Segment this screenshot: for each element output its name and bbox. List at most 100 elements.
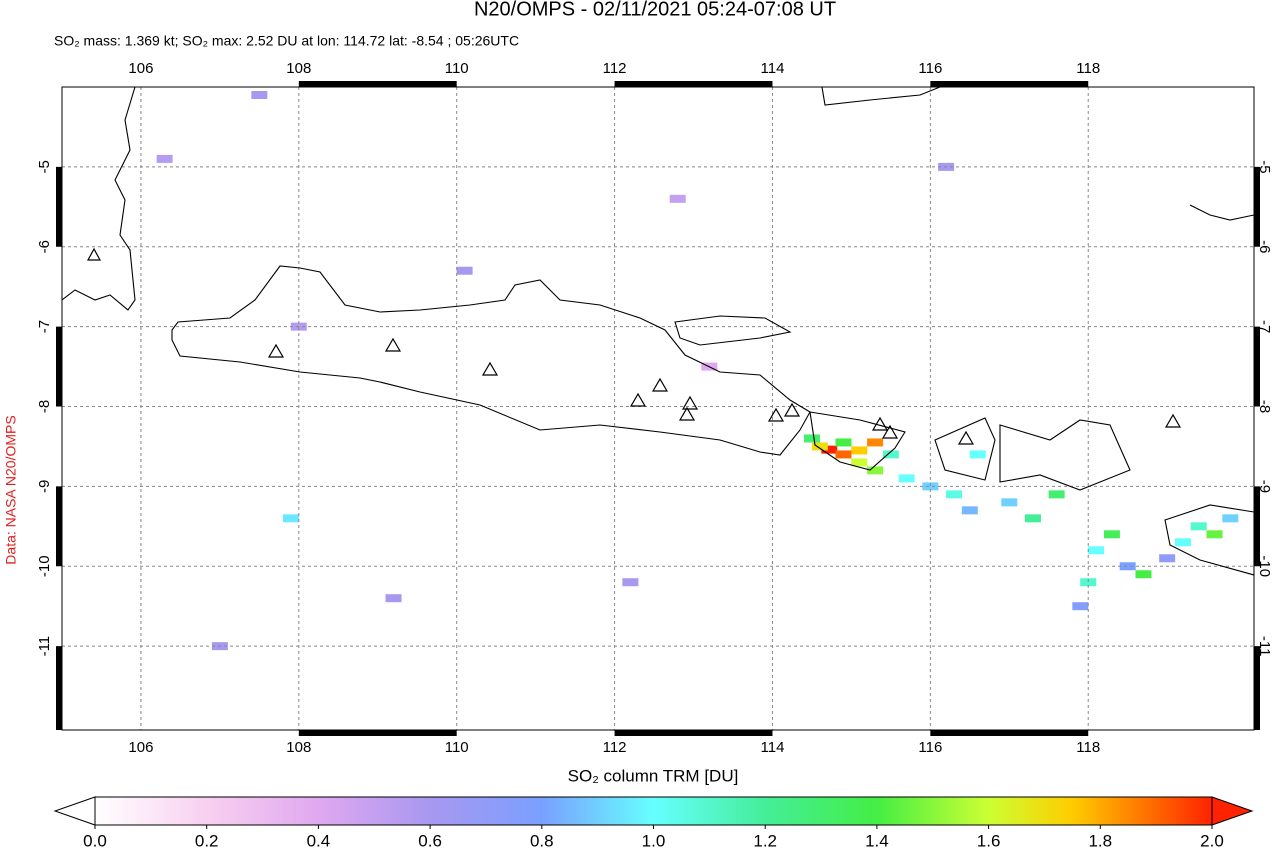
lon-tick-label-bottom: 108 [286, 739, 311, 756]
lat-tick-label-right: -9 [1256, 480, 1272, 493]
lon-tick-label-top: 118 [1076, 60, 1100, 77]
subtitle: SO₂ mass: 1.369 kt; SO₂ max: 2.52 DU at … [54, 33, 519, 49]
colorbar-tick-label: 0.8 [530, 831, 554, 850]
frame-band-right [1254, 486, 1260, 567]
bali-coast [809, 411, 906, 471]
frame-band-left [56, 166, 62, 247]
frame-band-bottom [298, 730, 457, 736]
frame-band-right [1254, 326, 1260, 407]
colorbar-tick-label: 0.0 [83, 831, 107, 850]
lon-tick-label-bottom: 112 [603, 739, 627, 756]
frame-band-right [1254, 166, 1260, 247]
map-background [62, 87, 1254, 730]
madura-coast [674, 315, 792, 346]
lat-tick-label-left: -9 [36, 480, 53, 493]
so2-pixel [669, 194, 686, 203]
lon-tick-label-top: 110 [445, 60, 469, 77]
lon-tick-label-bottom: 114 [761, 739, 785, 756]
colorbar-over [1211, 796, 1254, 826]
lat-tick-label-left: -11 [36, 636, 53, 657]
so2-pixel [969, 450, 986, 459]
borneo-coast [821, 87, 941, 106]
colorbar-tick-label: 1.0 [642, 831, 666, 850]
so2-pixel [385, 594, 402, 603]
so2-pixel [282, 514, 299, 523]
frame-band-left [56, 486, 62, 567]
lon-tick-label-top: 108 [286, 60, 311, 77]
so2-pixel [1206, 530, 1223, 539]
so2-pixel [851, 458, 868, 467]
lat-tick-label-right: -8 [1256, 400, 1272, 413]
so2-pixel [1119, 562, 1136, 571]
title: N20/OMPS - 02/11/2021 05:24-07:08 UT [474, 0, 836, 20]
lat-tick-label-right: -10 [1256, 555, 1272, 577]
so2-pixel [835, 450, 852, 459]
lat-tick-label-left: -5 [36, 160, 53, 173]
so2-pixel [803, 434, 820, 443]
lon-tick-label-top: 116 [918, 60, 942, 77]
so2-pixel [898, 474, 915, 483]
so2-pixel [922, 482, 939, 491]
lat-tick-label-right: -5 [1256, 160, 1272, 173]
so2-pixel [811, 442, 828, 451]
sumatra-coast [62, 87, 136, 311]
lon-tick-label-bottom: 106 [128, 739, 153, 756]
so2-pixel [1080, 578, 1097, 587]
so2-pixel [1174, 538, 1191, 547]
lon-tick-label-top: 112 [603, 60, 627, 77]
frame-band-bottom [930, 730, 1089, 736]
colorbar-tick-label: 0.4 [307, 831, 331, 850]
so2-pixel [961, 506, 978, 515]
so2-pixel [821, 445, 838, 454]
lon-tick-label-top: 114 [761, 60, 785, 77]
so2-pixel [867, 438, 884, 447]
so2-pixel [1135, 570, 1152, 579]
frame-band-top [298, 81, 457, 87]
colorbar-under [53, 796, 96, 826]
so2-pixel [1048, 490, 1065, 499]
volcano-marker [86, 247, 1182, 445]
so2-pixel [251, 90, 268, 99]
colorbar-tick-label: 1.6 [977, 831, 1001, 850]
lombok-coast [934, 417, 996, 481]
coastlines [62, 87, 1254, 576]
frame-band-right [1254, 646, 1260, 730]
colorbar-tick-label: 1.4 [865, 831, 889, 850]
colorbar-tick-label: 2.0 [1200, 831, 1224, 850]
volcanoes [86, 247, 1182, 445]
colorbar-tick-label: 0.2 [195, 831, 219, 850]
so2-pixel [867, 466, 884, 475]
lon-tick-label-bottom: 116 [918, 739, 942, 756]
map-frame: 106 106 108 108 110 110 112 112 114 114 116 116 118 1… [36, 60, 1272, 756]
sumbawa-coast [999, 419, 1131, 491]
frame-band-left [56, 646, 62, 730]
lat-tick-label-left: -7 [36, 320, 53, 333]
colorbar-tick-label: 0.6 [418, 831, 442, 850]
so2-pixel [1072, 602, 1089, 611]
so2-pixel [1190, 522, 1207, 531]
lat-tick-label-right: -7 [1256, 320, 1272, 333]
lat-tick-label-right: -6 [1256, 240, 1272, 253]
so2-pixel [1088, 546, 1105, 555]
lat-tick-label-left: -10 [36, 555, 53, 577]
frame-band-top [614, 81, 773, 87]
so2-pixel [1001, 498, 1018, 507]
colorbar: 0.0 0.2 0.4 0.6 0.8 1.0 1.2 1.4 1.6 1.8 2.0 [53, 796, 1254, 850]
so2-pixel [622, 578, 639, 587]
frame-band-bottom [614, 730, 773, 736]
so2-pixel [835, 438, 852, 447]
frame-band-top [930, 81, 1089, 87]
lon-tick-label-top: 106 [128, 60, 153, 77]
so2-pixel [1159, 554, 1176, 563]
frame-band-left [56, 326, 62, 407]
sumba-coast [1164, 504, 1254, 576]
colorbar-label: SO₂ column TRM [DU] [568, 766, 739, 785]
so2-pixel [1103, 530, 1120, 539]
lat-tick-label-right: -11 [1256, 636, 1272, 657]
so2-pixel [946, 490, 963, 499]
so2-pixel [456, 266, 473, 275]
so2-pixel [851, 446, 868, 455]
so2-pixel [1222, 514, 1239, 523]
java-coast [171, 265, 811, 456]
